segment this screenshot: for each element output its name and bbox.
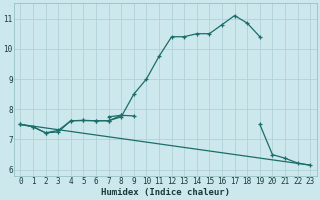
X-axis label: Humidex (Indice chaleur): Humidex (Indice chaleur)	[101, 188, 230, 197]
